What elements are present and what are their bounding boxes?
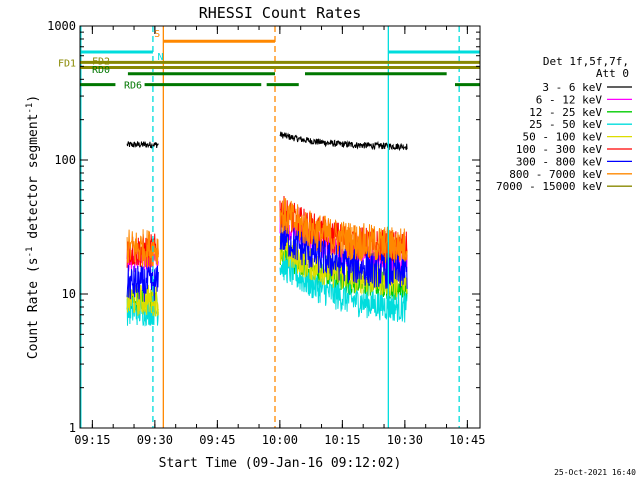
x-tick-label-1045: 10:45 — [449, 433, 485, 447]
x-tick-label-1000: 10:00 — [262, 433, 298, 447]
flag-label-n: N — [158, 52, 164, 63]
flag-label-s: S — [154, 29, 160, 40]
legend-label-7000-15000-kev: 7000 - 15000 keV — [496, 180, 602, 193]
legend-label-50-100-kev: 50 - 100 keV — [523, 131, 603, 144]
chart-title: RHESSI Count Rates — [199, 4, 362, 22]
y-axis-label-part3: ) — [26, 95, 41, 103]
legend-label-3-6-kev: 3 - 6 keV — [542, 81, 602, 94]
footer-date: 25-Oct-2021 16:40 — [554, 468, 636, 477]
y-axis-label: Count Rate (s-1 detector segment-1) — [25, 95, 41, 359]
trace-800-7000-kev-seg2 — [279, 197, 408, 264]
trace-25-50-kev-seg2 — [279, 252, 408, 323]
x-tick-label-0945: 09:45 — [199, 433, 235, 447]
legend-label-6-12-kev: 6 - 12 keV — [536, 93, 603, 106]
x-axis-label: Start Time (09-Jan-16 09:12:02) — [159, 456, 402, 471]
trace-300-800-kev-seg2 — [279, 220, 408, 289]
legend-label-100-300-kev: 100 - 300 keV — [516, 143, 602, 156]
legend-header-2: Att 0 — [596, 67, 629, 80]
legend-label-300-800-kev: 300 - 800 keV — [516, 155, 602, 168]
x-tick-label-0930: 09:30 — [137, 433, 173, 447]
legend-header-1: Det 1f,5f,7f, — [543, 55, 629, 68]
trace-3-6-kev-seg2 — [279, 131, 408, 152]
x-tick-label-1030: 10:30 — [387, 433, 423, 447]
flag-label-rd6: RD6 — [124, 81, 142, 92]
x-tick-label-1015: 10:15 — [324, 433, 360, 447]
legend-label-800-7000-kev: 800 - 7000 keV — [509, 168, 602, 181]
y-tick-label-10: 10 — [62, 287, 76, 301]
y-tick-label-100: 100 — [54, 153, 76, 167]
flag-label-rd0: RD0 — [92, 65, 110, 76]
y-axis-label-sup2: -1 — [25, 103, 35, 114]
y-tick-label-1000: 1000 — [47, 19, 76, 33]
y-axis-label-part2: detector segment — [26, 114, 41, 247]
y-axis-label-part1: Count Rate (s — [26, 257, 41, 359]
legend-label-12-25-kev: 12 - 25 keV — [529, 106, 602, 119]
axes-layer: 1 10 100 1000 09:15 09:30 09:45 10:00 10:15 10:30… — [47, 19, 485, 447]
y-axis-label-sup1: -1 — [25, 247, 35, 258]
legend-label-25-50-kev: 25 - 50 keV — [529, 118, 602, 131]
flag-label-fd1: FD1 — [58, 58, 76, 69]
y-tick-label-1: 1 — [69, 421, 76, 435]
flag-label-fd2: FD2 — [92, 57, 110, 68]
x-tick-label-0915: 09:15 — [74, 433, 110, 447]
trace-layer — [126, 131, 408, 327]
